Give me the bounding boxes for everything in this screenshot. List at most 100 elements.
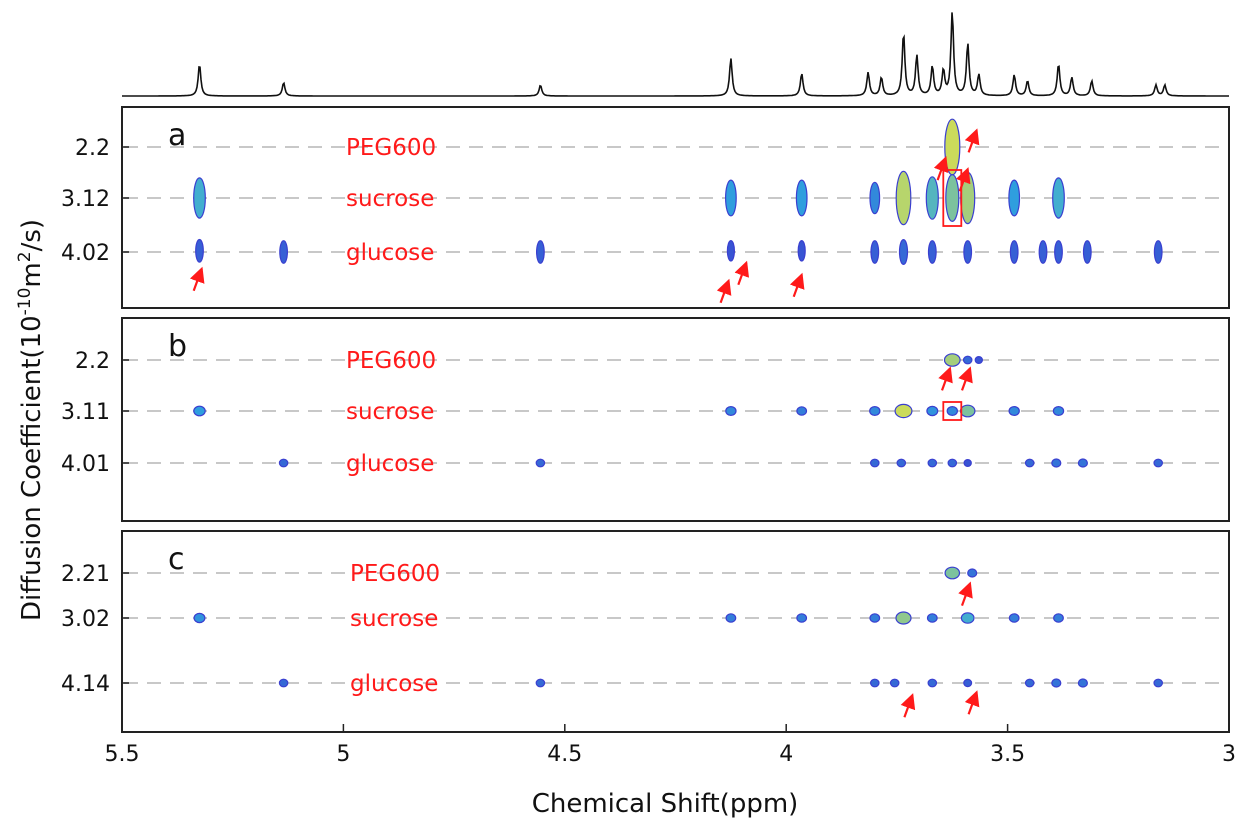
annotation-arrow [933,156,949,181]
y-tick-label: 4.02 [61,241,110,266]
contour-spot [926,405,939,417]
contour-spot [963,459,972,468]
y-tick-label: 4.14 [61,672,110,697]
x-tick-label: 3 [1222,742,1236,767]
y-tick-label: 3.02 [61,607,110,632]
contour-spot [795,179,808,217]
panel-frame [121,106,1230,309]
contour-spot [963,240,973,264]
contour-spot [944,118,961,176]
contour-spot [1038,240,1048,264]
panels-group: 2.2 3.12 4.02 a PEG600 sucrose glucose 2.2 3.11 4… [61,106,1230,733]
contour-spot [974,356,984,365]
component-label: PEG600 [350,561,440,587]
contour-spot [945,174,960,223]
annotation-arrow [964,690,980,715]
contour-spot [869,406,881,417]
contour-spot [1024,678,1035,688]
contour-spot [944,566,961,580]
contour-spot [1051,458,1062,468]
spectrum-trace [122,12,1229,97]
contour-spot [927,678,938,688]
x-tick-label: 5.5 [105,742,140,767]
contour-spot [946,406,959,417]
contour-spot [959,404,976,418]
annotation-arrow [955,167,971,192]
contour-spot [943,353,961,367]
contour-spot [1153,678,1163,688]
contour-spot [1077,458,1089,468]
annotation-arrow [958,366,973,391]
y-label-exponent-2: 2 [15,251,35,262]
y-tick-label: 3.11 [61,400,110,425]
contour-spot [535,458,546,468]
annotation-arrow [958,581,973,606]
y-tick-label: 4.01 [61,452,110,477]
highlight-box [942,169,963,227]
contour-spot [895,611,912,625]
component-label: glucose [346,451,434,477]
contour-spot [1054,240,1063,264]
y-label-unit: m [17,262,47,287]
contour-spot [193,177,206,219]
contour-spot [896,458,907,468]
contour-spot [869,458,880,468]
annotation-arrow [964,128,980,153]
contour-spot [1052,177,1065,219]
panel-frame [121,317,1230,522]
contour-spot [895,170,912,226]
x-tick-label: 4.5 [547,742,582,767]
x-tick-label: 3.5 [990,742,1025,767]
annotation-arrow [789,272,805,298]
contour-spot [962,355,973,365]
contour-spot [725,613,737,623]
panel-label: c [168,542,185,577]
contour-spot [1082,240,1092,264]
y-tick-label: 2.21 [61,562,110,587]
component-label: glucose [350,671,438,697]
annotation-arrow [189,266,205,292]
contour-spot [797,240,806,262]
panel-b: 2.2 3.11 4.01 b PEG600 sucrose glucose [61,317,1230,522]
panel-c: 2.21 3.02 4.14 c PEG600 sucrose glucose [61,530,1230,733]
contour-spot [927,240,937,264]
contour-spot [869,678,880,688]
contour-spot [279,240,289,264]
annotation-arrow [734,260,750,286]
x-tick-label: 5 [336,742,350,767]
contour-spot [869,181,881,215]
contour-spot [726,240,736,262]
contour-spot [869,613,881,623]
contour-spot [960,612,975,624]
panel-frame [121,530,1230,733]
contour-spot [1153,458,1163,468]
contour-spot [889,678,900,688]
component-label: sucrose [350,606,438,632]
component-label: PEG600 [346,135,436,161]
spectrum-projection [122,12,1229,97]
contour-spot [1008,406,1020,417]
annotation-arrow [900,693,916,718]
x-tick-label: 4 [779,742,793,767]
contour-spot [725,179,737,217]
component-label: glucose [346,240,434,266]
contour-spot [894,403,913,419]
contour-spot [1052,406,1065,417]
contour-spot [535,678,546,688]
panel-label: a [168,118,186,153]
contour-spot [278,458,289,468]
contour-spot [725,406,737,417]
contour-spot [278,678,289,688]
contour-spot [1009,240,1019,264]
y-axis-label: Diffusion Coefficient(10-10m2/s) [15,219,47,621]
contour-spot [796,613,808,623]
contour-spot [796,406,808,416]
contour-spot [1053,613,1064,623]
contour-spot [926,613,938,623]
contour-spot [536,240,545,264]
y-tick-label: 3.12 [61,187,110,212]
x-axis-label: Chemical Shift(ppm) [532,789,799,819]
x-axis: 5.5 5 4.5 4 3.5 3 [105,724,1236,767]
contour-spot [967,568,978,578]
